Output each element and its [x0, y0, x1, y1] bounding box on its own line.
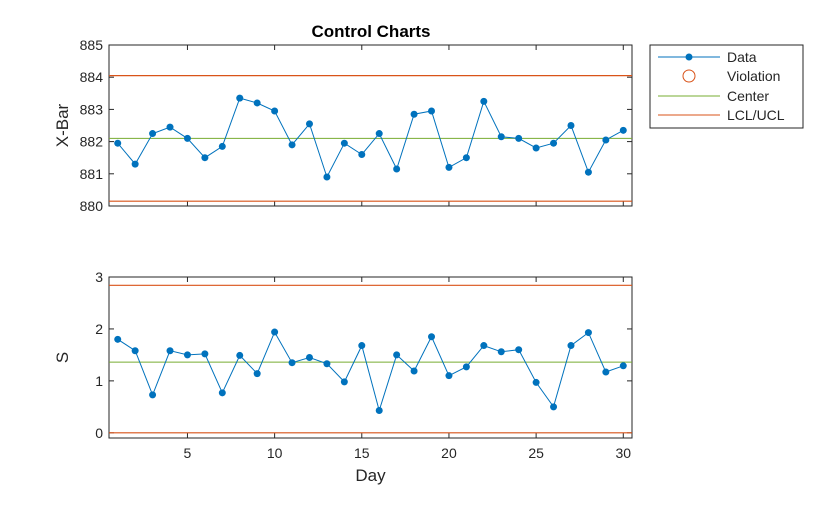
xbar-data-point: [305, 120, 313, 128]
xbar-data-point: [567, 122, 575, 129]
xbar-ylabel: X-Bar: [53, 103, 72, 147]
s-data-point: [480, 342, 488, 350]
chart-title: Control Charts: [312, 22, 431, 41]
s-data-point: [515, 346, 523, 354]
xbar-data-point: [358, 150, 366, 158]
s-data-point: [340, 378, 348, 386]
xbar-data-point: [532, 144, 540, 152]
xbar-data-point: [114, 139, 122, 147]
xbar-data-point: [602, 136, 610, 144]
s-ylabel: S: [53, 352, 72, 363]
s-xtick-label: 5: [184, 445, 192, 461]
legend-violation-marker: [682, 69, 696, 83]
xbar-ytick-label: 883: [80, 101, 104, 117]
s-data-point: [201, 350, 209, 358]
xbar-data-point: [323, 173, 331, 181]
s-xtick-label: 20: [441, 445, 457, 461]
xbar-data-point: [497, 133, 505, 141]
xbar-data-point: [410, 110, 418, 118]
xbar-data-point: [515, 134, 523, 142]
xbar-data-point: [253, 99, 261, 107]
s-data-point: [462, 363, 470, 371]
s-data-point: [393, 351, 401, 359]
xbar-data-point: [288, 141, 296, 149]
xbar-data-point: [131, 160, 139, 168]
s-data-point: [253, 370, 261, 378]
xbar-data-point: [428, 107, 436, 115]
s-data-point: [149, 391, 157, 399]
s-data-point: [619, 362, 627, 370]
xbar-panel: 880 881 882 883 884 885 X-Bar: [53, 37, 633, 214]
s-data-point: [567, 342, 575, 350]
xbar-data-point: [462, 154, 470, 162]
xbar-ytick-label: 884: [80, 69, 104, 85]
s-data-point: [445, 372, 453, 380]
xbar-data-point: [584, 168, 592, 176]
s-ytick-label: 1: [95, 373, 103, 389]
xbar-data-point: [375, 130, 383, 138]
xbar-data-point: [271, 107, 279, 115]
s-data-point: [375, 406, 383, 414]
s-xtick-label: 25: [528, 445, 544, 461]
xbar-ytick-label: 880: [80, 198, 104, 214]
s-data-point: [183, 351, 191, 359]
s-data-point: [236, 351, 244, 359]
s-xlabel: Day: [355, 466, 386, 485]
xbar-data-point: [619, 126, 627, 134]
s-xtick-label: 15: [354, 445, 370, 461]
xbar-data-point: [149, 130, 157, 138]
s-xtick-label: 10: [267, 445, 283, 461]
s-data-point: [550, 403, 558, 411]
xbar-data-point: [166, 123, 174, 131]
s-ytick-label: 0: [95, 425, 103, 441]
legend-entry-data: Data: [727, 49, 757, 65]
legend: Data Violation Center LCL/UCL: [649, 44, 804, 129]
xbar-data-point: [183, 134, 191, 142]
s-data-point: [323, 360, 331, 368]
xbar-data-point: [340, 139, 348, 147]
s-xtick-label: 30: [615, 445, 631, 461]
s-data-point: [358, 342, 366, 350]
s-data-point: [584, 329, 592, 337]
s-data-point: [532, 378, 540, 386]
s-panel: 0 1 2 3 5 10 15 20 25 30 S Day: [53, 269, 633, 485]
xbar-ytick-label: 885: [80, 37, 104, 53]
s-data-point: [114, 335, 122, 343]
xbar-axes-box: [108, 44, 633, 207]
xbar-data-point: [218, 142, 226, 150]
legend-entry-violation: Violation: [727, 68, 780, 84]
xbar-data-point: [550, 139, 558, 147]
xbar-data-point: [236, 94, 244, 102]
s-data-point: [271, 328, 279, 336]
xbar-ytick-label: 882: [80, 134, 104, 150]
s-ytick-label: 3: [95, 269, 103, 285]
xbar-data-point: [201, 154, 209, 162]
s-ytick-label: 2: [95, 321, 103, 337]
s-data-point: [602, 368, 610, 376]
s-axes-box: [108, 276, 633, 439]
s-data-point: [305, 354, 313, 361]
legend-box: [649, 44, 804, 129]
s-data-point: [497, 348, 505, 356]
legend-data-marker: [685, 53, 693, 61]
xbar-data-point: [480, 97, 488, 105]
legend-entry-limits: LCL/UCL: [727, 107, 785, 123]
s-data-point: [410, 367, 418, 375]
xbar-ytick-label: 881: [80, 166, 104, 182]
s-data-point: [166, 347, 174, 355]
s-data-point: [218, 389, 226, 397]
xbar-data-point: [445, 163, 453, 171]
s-data-point: [131, 347, 139, 355]
legend-entry-center: Center: [727, 88, 769, 104]
xbar-data-point: [393, 165, 401, 173]
s-data-point: [428, 333, 436, 341]
s-data-point: [288, 359, 296, 367]
